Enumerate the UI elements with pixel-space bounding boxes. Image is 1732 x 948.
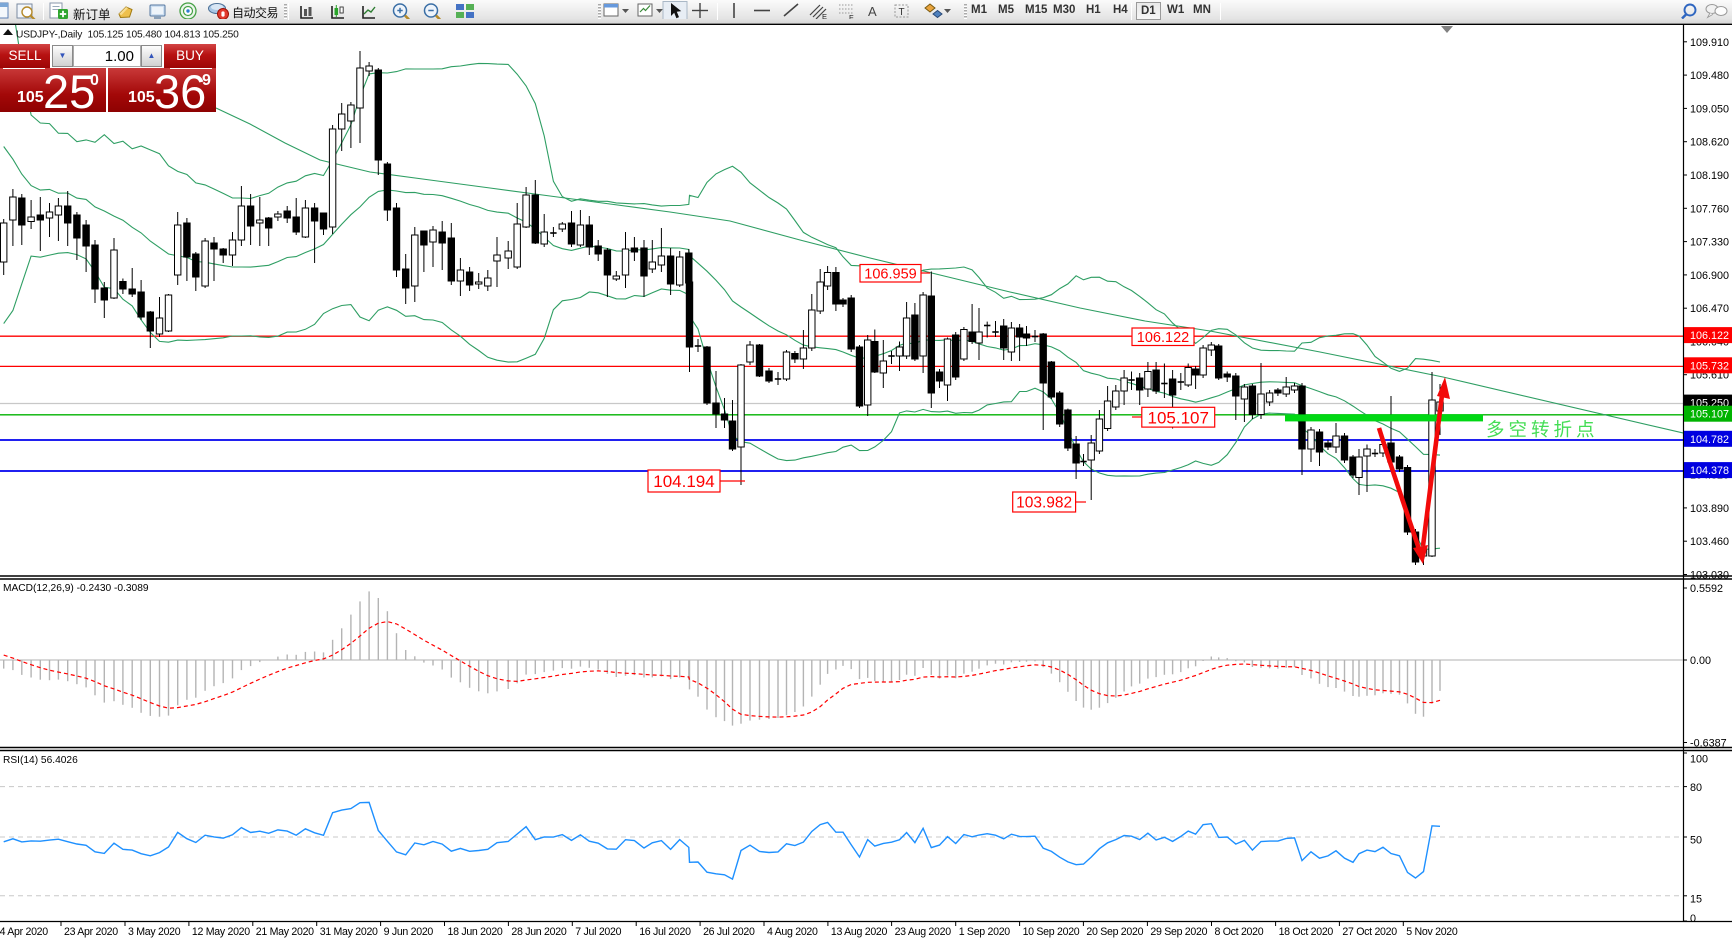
svg-text:106.959: 106.959 <box>864 266 916 282</box>
svg-text:18 Oct 2020: 18 Oct 2020 <box>1279 926 1334 938</box>
svg-text:105.732: 105.732 <box>1690 360 1729 372</box>
svg-text:9 Jun 2020: 9 Jun 2020 <box>384 926 434 938</box>
svg-text:80: 80 <box>1690 782 1702 794</box>
svg-text:27 Oct 2020: 27 Oct 2020 <box>1342 926 1397 938</box>
svg-text:13 Aug 2020: 13 Aug 2020 <box>831 926 888 938</box>
svg-text:F: F <box>849 13 854 19</box>
svg-text:7 Jul 2020: 7 Jul 2020 <box>575 926 621 938</box>
svg-text:104.378: 104.378 <box>1690 465 1729 477</box>
svg-text:MACD(12,26,9) -0.2430 -0.3089: MACD(12,26,9) -0.2430 -0.3089 <box>3 583 149 594</box>
svg-text:109.050: 109.050 <box>1690 103 1729 115</box>
svg-text:0.00: 0.00 <box>1690 655 1711 667</box>
svg-text:105.107: 105.107 <box>1690 409 1729 421</box>
svg-text:106.470: 106.470 <box>1690 303 1729 315</box>
svg-text:USDJPY-,Daily 105.125 105.480: USDJPY-,Daily 105.125 105.480 104.813 10… <box>16 30 239 41</box>
svg-text:103.460: 103.460 <box>1690 536 1729 548</box>
svg-text:A: A <box>868 4 877 19</box>
svg-text:29 Sep 2020: 29 Sep 2020 <box>1150 926 1207 938</box>
svg-text:107.330: 107.330 <box>1690 237 1729 249</box>
svg-text:多空转折点: 多空转折点 <box>1486 419 1599 440</box>
svg-text:31 May 2020: 31 May 2020 <box>320 926 378 938</box>
svg-text:103.890: 103.890 <box>1690 503 1729 515</box>
svg-text:103.030: 103.030 <box>1690 570 1729 582</box>
svg-text:10 Sep 2020: 10 Sep 2020 <box>1023 926 1080 938</box>
svg-text:107.760: 107.760 <box>1690 203 1729 215</box>
svg-text:T: T <box>899 7 905 18</box>
svg-text:106.900: 106.900 <box>1690 270 1729 282</box>
svg-text:3 May 2020: 3 May 2020 <box>128 926 181 938</box>
svg-text:23 Apr 2020: 23 Apr 2020 <box>64 926 118 938</box>
svg-text:108.620: 108.620 <box>1690 137 1729 149</box>
svg-text:104.194: 104.194 <box>653 472 714 491</box>
svg-text:14 Apr 2020: 14 Apr 2020 <box>0 926 48 938</box>
svg-text:28 Jun 2020: 28 Jun 2020 <box>511 926 566 938</box>
svg-text:26 Jul 2020: 26 Jul 2020 <box>703 926 755 938</box>
svg-text:50: 50 <box>1690 834 1702 846</box>
svg-text:103.982: 103.982 <box>1016 495 1072 512</box>
svg-text:RSI(14) 56.4026: RSI(14) 56.4026 <box>3 755 78 766</box>
svg-text:108.190: 108.190 <box>1690 170 1729 182</box>
svg-text:0.5592: 0.5592 <box>1690 583 1723 595</box>
svg-text:8 Oct 2020: 8 Oct 2020 <box>1215 926 1264 938</box>
svg-text:5 Nov 2020: 5 Nov 2020 <box>1406 926 1458 938</box>
svg-text:1 Sep 2020: 1 Sep 2020 <box>959 926 1011 938</box>
svg-text:105.107: 105.107 <box>1148 408 1209 427</box>
svg-text:106.122: 106.122 <box>1690 330 1729 342</box>
svg-text:20 Sep 2020: 20 Sep 2020 <box>1086 926 1143 938</box>
svg-text:4 Aug 2020: 4 Aug 2020 <box>767 926 818 938</box>
svg-text:109.480: 109.480 <box>1690 70 1729 82</box>
svg-text:E: E <box>822 12 827 19</box>
svg-text:12 May 2020: 12 May 2020 <box>192 926 250 938</box>
svg-text:23 Aug 2020: 23 Aug 2020 <box>895 926 952 938</box>
svg-text:0: 0 <box>1690 913 1696 925</box>
svg-text:106.122: 106.122 <box>1137 330 1189 346</box>
svg-text:104.782: 104.782 <box>1690 434 1729 446</box>
svg-text:16 Jul 2020: 16 Jul 2020 <box>639 926 691 938</box>
svg-text:100: 100 <box>1690 754 1708 766</box>
svg-text:18 Jun 2020: 18 Jun 2020 <box>448 926 503 938</box>
svg-text:109.910: 109.910 <box>1690 37 1729 49</box>
svg-text:-0.6387: -0.6387 <box>1690 738 1727 750</box>
svg-text:21 May 2020: 21 May 2020 <box>256 926 314 938</box>
svg-text:15: 15 <box>1690 894 1702 906</box>
